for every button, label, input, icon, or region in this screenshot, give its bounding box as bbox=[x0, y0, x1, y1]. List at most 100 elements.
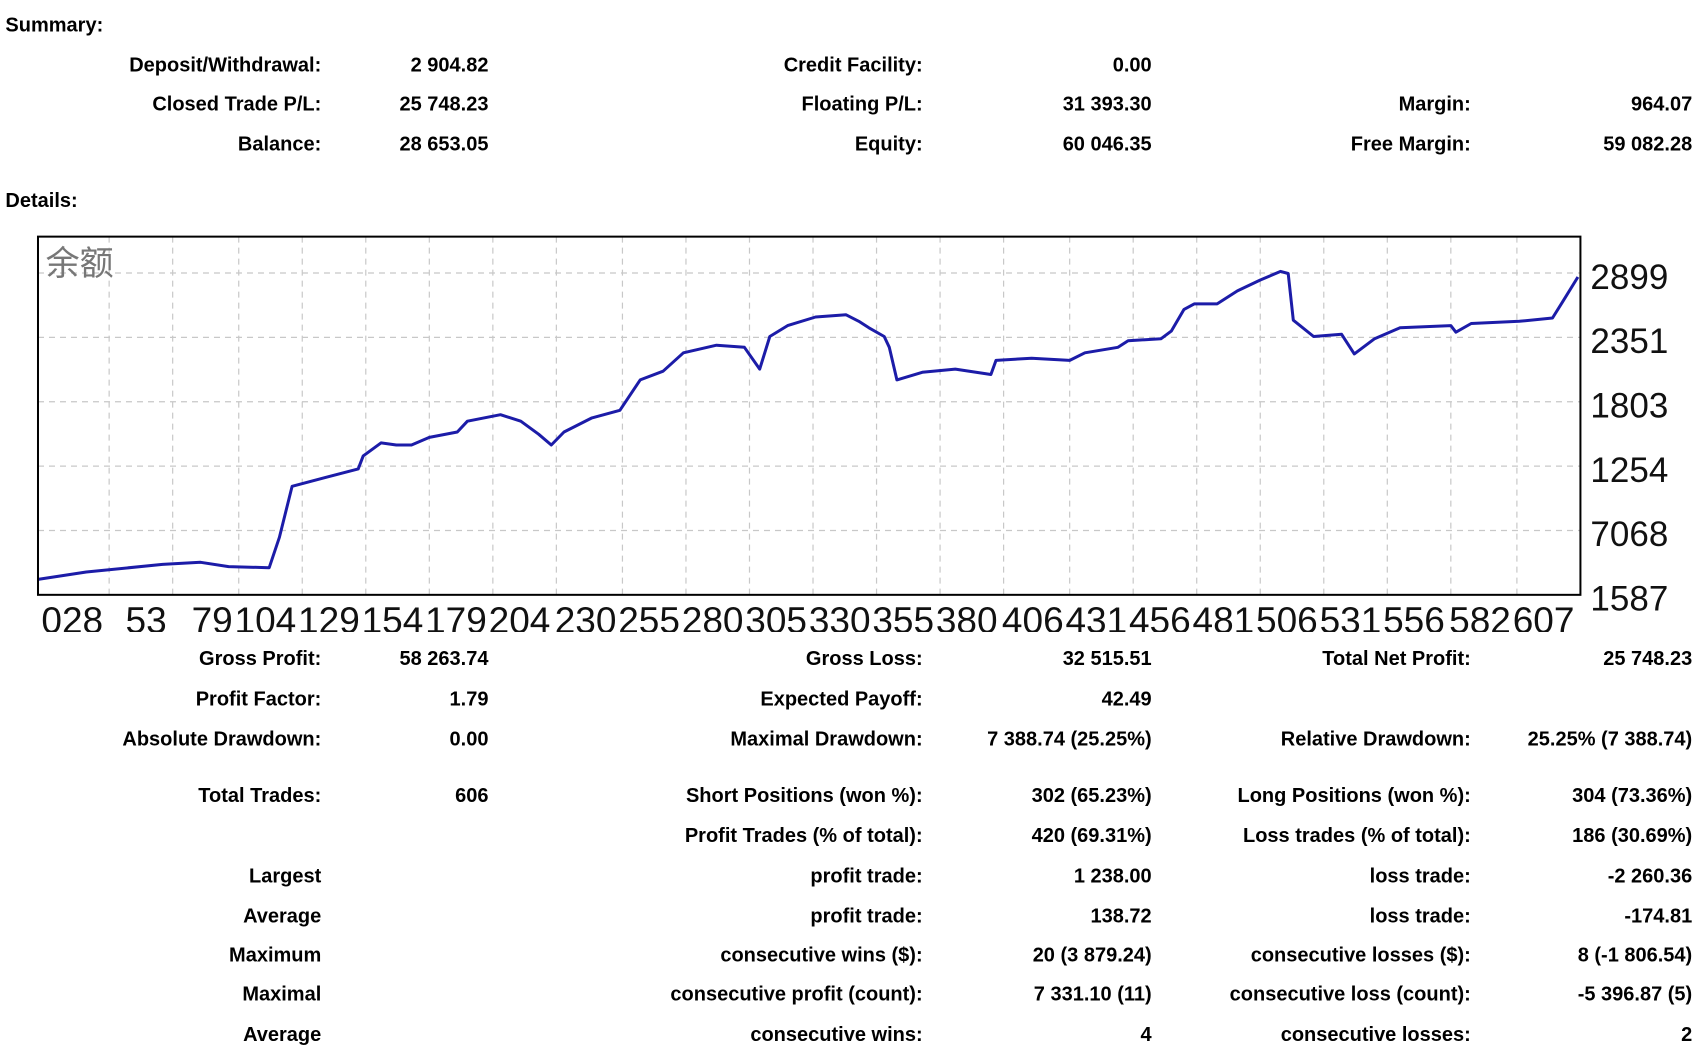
field-label: profit trade: bbox=[810, 905, 922, 927]
x-tick-label: 506 bbox=[1256, 600, 1318, 641]
field-label: Expected Payoff: bbox=[760, 688, 922, 710]
field-label: Closed Trade P/L: bbox=[152, 94, 321, 116]
field-value: 60 046.35 bbox=[1063, 134, 1152, 156]
x-tick-label: 154 bbox=[362, 600, 424, 641]
y-tick-label: 2351 bbox=[1590, 322, 1668, 361]
field-label: Average bbox=[243, 1024, 321, 1046]
y-tick-label: 7068 bbox=[1590, 515, 1668, 554]
field-value: 2 bbox=[1681, 1024, 1692, 1046]
x-tick-label: 406 bbox=[1002, 600, 1064, 641]
field-value: -174.81 bbox=[1624, 905, 1692, 927]
field-value: 31 393.30 bbox=[1063, 94, 1152, 116]
chart-title: 余额 bbox=[46, 244, 114, 284]
field-value: 302 (65.23%) bbox=[1032, 785, 1152, 807]
field-label: Relative Drawdown: bbox=[1281, 729, 1471, 751]
field-value: 25 748.23 bbox=[399, 94, 488, 116]
field-value: 7 331.10 (11) bbox=[1034, 984, 1152, 1006]
field-value: 186 (30.69%) bbox=[1572, 825, 1692, 847]
field-label: Margin: bbox=[1399, 94, 1471, 116]
y-tick-label: 2899 bbox=[1590, 258, 1668, 297]
field-label: Floating P/L: bbox=[802, 94, 923, 116]
x-tick-label: 380 bbox=[936, 600, 998, 641]
field-label: Average bbox=[243, 905, 321, 927]
x-tick-label: 179 bbox=[425, 600, 487, 641]
x-tick-label: 556 bbox=[1383, 600, 1445, 641]
field-label: Maximal bbox=[242, 984, 321, 1006]
field-label: Equity: bbox=[855, 134, 923, 156]
field-label: consecutive wins: bbox=[750, 1024, 922, 1046]
field-label: Balance: bbox=[238, 134, 321, 156]
field-label: Credit Facility: bbox=[784, 54, 923, 76]
field-label: consecutive profit (count): bbox=[670, 984, 922, 1006]
plot-area bbox=[37, 236, 1581, 595]
field-value: 20 (3 879.24) bbox=[1033, 945, 1152, 967]
x-tick-label: 531 bbox=[1320, 600, 1382, 641]
field-label: loss trade: bbox=[1370, 905, 1471, 927]
field-value: 0.00 bbox=[450, 729, 489, 751]
field-value: 1 238.00 bbox=[1074, 865, 1152, 887]
y-tick-label: 1587 bbox=[1590, 580, 1668, 619]
section-title: Summary: bbox=[5, 14, 103, 36]
field-label: loss trade: bbox=[1370, 865, 1471, 887]
x-tick-label: 204 bbox=[489, 600, 551, 641]
y-tick-label: 1803 bbox=[1590, 386, 1668, 425]
field-value: 2 904.82 bbox=[411, 54, 489, 76]
x-tick-label: 255 bbox=[618, 600, 680, 641]
field-label: Maximum bbox=[229, 945, 321, 967]
field-value: 42.49 bbox=[1102, 688, 1152, 710]
field-value: 32 515.51 bbox=[1063, 648, 1152, 670]
field-label: consecutive losses ($): bbox=[1251, 945, 1471, 967]
field-value: 1.79 bbox=[450, 688, 489, 710]
x-tick-label: 305 bbox=[745, 600, 807, 641]
field-label: Loss trades (% of total): bbox=[1243, 825, 1471, 847]
field-value: 606 bbox=[455, 785, 488, 807]
field-value: 58 263.74 bbox=[399, 648, 489, 670]
x-tick-label: 607 bbox=[1513, 600, 1575, 641]
x-tick-label: 129 bbox=[298, 600, 360, 641]
field-value: 59 082.28 bbox=[1603, 134, 1692, 156]
field-value: 25.25% (7 388.74) bbox=[1528, 729, 1693, 751]
field-label: profit trade: bbox=[810, 865, 922, 887]
field-value: 7 388.74 (25.25%) bbox=[987, 729, 1152, 751]
field-label: Largest bbox=[249, 865, 322, 887]
field-value: 138.72 bbox=[1091, 905, 1152, 927]
field-label: Absolute Drawdown: bbox=[122, 729, 321, 751]
balance-line bbox=[37, 269, 1580, 581]
field-label: consecutive wins ($): bbox=[720, 945, 922, 967]
x-tick-labels: 028 53 79 104 129 154 179 204 230 255 280 305 330 355… bbox=[41, 600, 1575, 641]
field-label: Gross Profit: bbox=[199, 648, 321, 670]
field-value: 420 (69.31%) bbox=[1032, 825, 1152, 847]
field-label: Gross Loss: bbox=[806, 648, 923, 670]
field-value: 304 (73.36%) bbox=[1572, 785, 1692, 807]
x-tick-label: 53 bbox=[126, 600, 167, 641]
section-title: Details: bbox=[5, 190, 77, 212]
x-tick-label: 79 bbox=[192, 600, 233, 641]
field-label: consecutive losses: bbox=[1281, 1024, 1471, 1046]
field-label: consecutive loss (count): bbox=[1230, 984, 1471, 1006]
y-tick-label: 1254 bbox=[1590, 451, 1668, 490]
field-label: Long Positions (won %): bbox=[1237, 785, 1470, 807]
field-value: 8 (-1 806.54) bbox=[1578, 945, 1693, 967]
field-value: 964.07 bbox=[1631, 94, 1692, 116]
field-value: -5 396.87 (5) bbox=[1578, 984, 1693, 1006]
field-label: Maximal Drawdown: bbox=[730, 729, 922, 751]
x-tick-label: 355 bbox=[872, 600, 934, 641]
field-label: Profit Trades (% of total): bbox=[685, 825, 923, 847]
x-tick-label: 330 bbox=[809, 600, 871, 641]
field-label: Total Net Profit: bbox=[1322, 648, 1471, 670]
field-label: Profit Factor: bbox=[196, 688, 322, 710]
field-label: Total Trades: bbox=[198, 785, 321, 807]
x-tick-label: 431 bbox=[1065, 600, 1127, 641]
field-value: -2 260.36 bbox=[1608, 865, 1693, 887]
field-value: 28 653.05 bbox=[399, 134, 488, 156]
field-value: 0.00 bbox=[1113, 54, 1152, 76]
x-tick-label: 456 bbox=[1129, 600, 1191, 641]
x-tick-label: 582 bbox=[1449, 600, 1511, 641]
x-tick-label: 028 bbox=[41, 600, 103, 641]
field-label: Free Margin: bbox=[1351, 134, 1471, 156]
field-value: 4 bbox=[1141, 1024, 1153, 1046]
x-tick-label: 230 bbox=[555, 600, 617, 641]
field-label: Deposit/Withdrawal: bbox=[129, 54, 321, 76]
